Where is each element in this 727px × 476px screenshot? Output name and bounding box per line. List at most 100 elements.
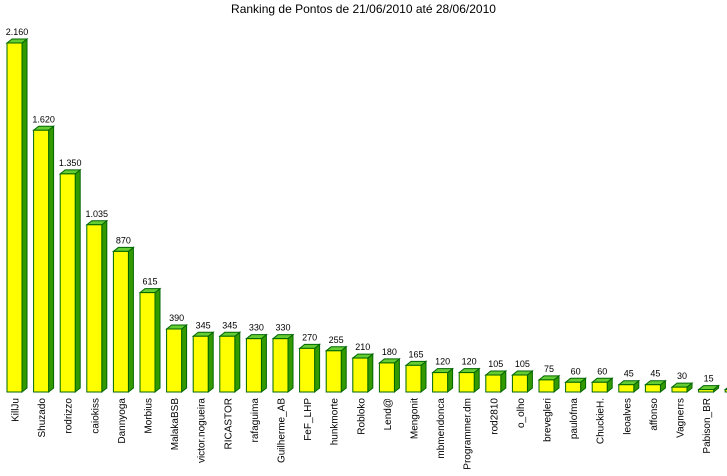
bar-front [272,338,289,393]
bar-13 [324,345,348,394]
category-label: Vagnerrs [676,398,687,438]
value-label: 30 [677,371,687,381]
value-label: 105 [488,359,503,369]
bar-21 [537,374,561,394]
value-label: 45 [624,369,634,379]
bar-14 [351,353,375,394]
value-label: 1.035 [86,209,109,219]
value-label: 345 [222,320,237,330]
bar-front [724,389,727,393]
category-label: Morbius [144,398,155,434]
bar-18 [457,367,481,394]
bar-side [420,360,427,394]
value-label: 75 [544,364,554,374]
category-label: Lend@ [383,398,394,430]
category-label: Programmer.dm [463,398,474,470]
bar-front [698,389,715,393]
category-label: Dannyoga [117,398,128,444]
bar-side [154,287,161,394]
bar-10 [244,333,268,394]
category-label: Mengonit [410,398,421,439]
category-label: MalakaBSB [170,398,181,451]
value-label: 870 [116,235,131,245]
bar-side [101,219,108,394]
value-label: 60 [597,366,607,376]
bar-22 [564,377,588,394]
bar-front [352,357,369,393]
category-label: affonso [649,398,660,431]
value-label: 165 [408,349,423,359]
bar-front [86,224,103,393]
category-label: caiokiss [90,398,101,434]
bar-side [367,353,374,394]
bar-20 [510,369,534,394]
bar-2 [32,125,56,394]
bar-5 [111,246,135,394]
bar-8 [191,331,215,394]
bar-17 [431,367,455,394]
bar-7 [165,323,189,394]
bar-front [33,129,50,393]
bar-front [538,379,555,393]
bar-6 [138,287,162,394]
bar-15 [377,357,401,394]
bar-front [219,335,236,393]
category-label: Robloko [356,398,367,435]
bar-front [485,374,502,393]
bar-3 [58,168,82,394]
value-label: 255 [329,335,344,345]
value-label: 330 [249,323,264,333]
value-label: 330 [275,323,290,333]
bar-side [287,333,294,394]
value-label: 345 [196,320,211,330]
category-label: mbmendonca [436,398,447,459]
bar-1 [5,37,29,394]
bar-front [458,372,475,393]
bar-side [340,345,347,394]
bar-side [21,37,28,394]
category-label: Shuzado [37,398,48,438]
bar-side [181,323,188,394]
value-label: 60 [571,366,581,376]
bar-11 [271,333,295,394]
bar-9 [218,331,242,394]
bar-front [6,42,23,393]
value-label: 45 [650,369,660,379]
category-label: ChuckieH. [596,398,607,444]
bar-side [393,357,400,394]
bar-front [671,386,688,393]
value-label: 270 [302,332,317,342]
category-label: victor.nogueira [197,398,208,463]
bar-side [48,125,55,394]
value-label: 2.160 [6,27,29,37]
category-label: Pabison_BR [702,398,713,454]
value-label: 120 [462,357,477,367]
bar-front [405,364,422,393]
bar-side [234,331,241,394]
bar-27 [697,384,721,394]
category-label: o_olho [516,398,527,428]
chart-title: Ranking de Pontos de 21/06/2010 até 28/0… [231,2,496,16]
bar-front [112,250,129,393]
bar-side [74,168,81,394]
category-label: KillJu [11,398,22,422]
value-label: 1.350 [59,158,82,168]
bar-front [245,338,262,393]
bar-front [166,328,183,393]
value-label: 120 [435,357,450,367]
bar-front [378,362,395,393]
bar-front [432,372,449,393]
category-label: Guilherme_AB [277,398,288,463]
value-label: 1.620 [32,114,55,124]
category-label: FeF_LHP [303,398,314,441]
bar-front [139,292,156,393]
bar-front [299,347,316,393]
bar-25 [643,379,667,394]
bar-12 [298,343,322,394]
bar-front [565,381,582,393]
bar-side [207,331,214,394]
category-label: leoalves [622,398,633,435]
category-label: hunkmorte [330,398,341,446]
value-label: 15 [704,374,714,384]
